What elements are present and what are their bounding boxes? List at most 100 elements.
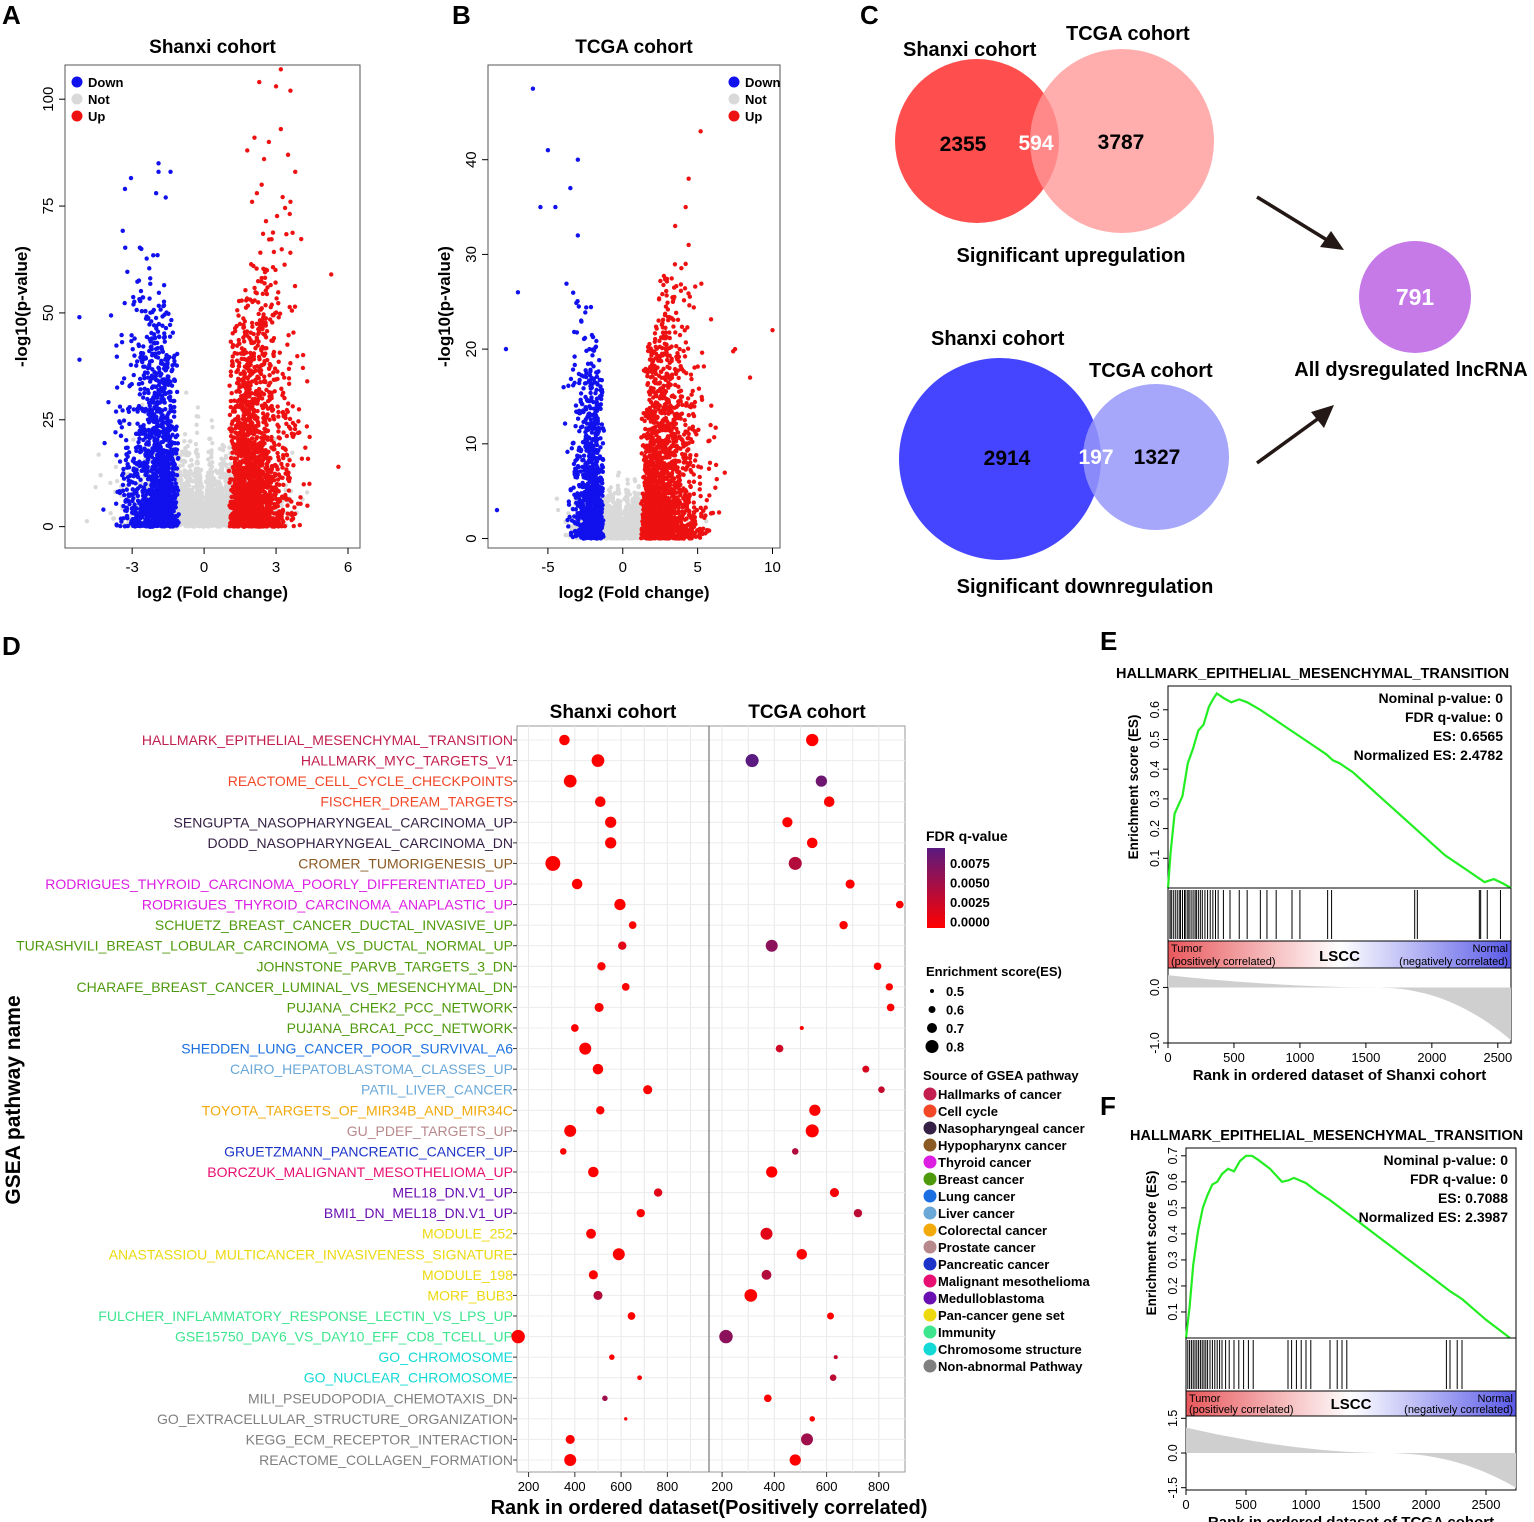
point-up bbox=[253, 368, 258, 373]
point-down bbox=[155, 378, 161, 383]
point-up bbox=[260, 231, 266, 237]
point-down bbox=[160, 349, 166, 355]
point-down bbox=[118, 433, 124, 439]
point-not bbox=[194, 478, 199, 484]
point-not bbox=[194, 422, 199, 428]
point-not bbox=[290, 450, 295, 455]
point-down bbox=[77, 357, 82, 362]
point-up bbox=[271, 377, 277, 383]
point-down bbox=[156, 365, 161, 370]
point-down bbox=[124, 508, 129, 514]
point-up bbox=[234, 369, 239, 375]
point-up bbox=[276, 300, 281, 306]
point-not bbox=[195, 460, 200, 466]
point-not bbox=[113, 464, 119, 470]
point-up bbox=[249, 320, 255, 326]
point-down bbox=[138, 298, 143, 304]
point-down bbox=[140, 408, 146, 413]
point-not bbox=[188, 503, 193, 508]
point-down bbox=[161, 299, 167, 304]
point-down bbox=[124, 487, 129, 492]
point-up bbox=[285, 503, 290, 508]
point-down bbox=[128, 479, 133, 484]
point-not bbox=[187, 463, 193, 469]
point-down bbox=[125, 475, 131, 480]
point-down bbox=[147, 364, 152, 370]
point-down bbox=[158, 502, 163, 507]
point-up bbox=[258, 307, 263, 312]
point-down bbox=[139, 448, 144, 454]
point-not bbox=[193, 522, 198, 527]
point-not bbox=[205, 477, 211, 483]
point-up bbox=[269, 434, 274, 440]
point-down bbox=[147, 474, 152, 479]
point-down bbox=[126, 465, 132, 470]
point-down bbox=[161, 378, 166, 383]
point-down bbox=[151, 499, 156, 504]
point-up bbox=[245, 303, 251, 308]
point-up bbox=[255, 278, 261, 284]
point-not bbox=[180, 449, 185, 454]
point-not bbox=[220, 522, 225, 528]
point-up bbox=[282, 262, 287, 267]
point-down bbox=[154, 470, 159, 475]
point-up bbox=[267, 317, 273, 322]
point-down bbox=[143, 453, 148, 458]
point-down bbox=[131, 496, 136, 501]
point-down bbox=[147, 403, 153, 409]
point-down bbox=[151, 323, 157, 328]
point-down bbox=[169, 368, 174, 374]
point-not bbox=[108, 480, 113, 486]
point-down bbox=[132, 460, 137, 465]
point-down bbox=[142, 390, 147, 396]
point-down bbox=[148, 453, 154, 459]
point-down bbox=[175, 351, 180, 357]
point-up bbox=[248, 450, 253, 455]
point-not bbox=[215, 489, 220, 494]
point-up bbox=[231, 489, 236, 495]
point-down bbox=[166, 470, 172, 476]
point-down bbox=[146, 420, 152, 425]
point-down bbox=[160, 323, 165, 328]
point-down bbox=[155, 445, 161, 451]
point-up bbox=[273, 280, 278, 285]
point-down bbox=[157, 334, 162, 340]
point-not bbox=[208, 467, 213, 472]
point-down bbox=[113, 430, 118, 435]
point-down bbox=[119, 425, 125, 430]
point-up bbox=[301, 482, 306, 487]
point-down bbox=[170, 507, 175, 512]
point-up bbox=[282, 205, 288, 211]
point-down bbox=[146, 448, 151, 453]
point-up bbox=[237, 384, 242, 390]
point-down bbox=[131, 294, 136, 300]
point-down bbox=[159, 408, 164, 413]
point-not bbox=[221, 444, 227, 449]
point-not bbox=[217, 470, 222, 476]
point-up bbox=[287, 457, 292, 463]
point-up bbox=[254, 290, 259, 296]
point-down bbox=[144, 256, 149, 261]
point-down bbox=[147, 322, 152, 327]
point-down bbox=[151, 425, 157, 431]
point-down bbox=[151, 399, 156, 404]
point-down bbox=[172, 466, 177, 471]
point-down bbox=[153, 494, 159, 499]
point-down bbox=[131, 523, 136, 529]
point-down bbox=[168, 419, 173, 424]
point-not bbox=[183, 469, 189, 474]
point-up bbox=[241, 339, 247, 344]
point-up bbox=[227, 383, 232, 388]
point-down bbox=[175, 441, 181, 446]
point-down bbox=[161, 459, 166, 464]
point-down bbox=[132, 471, 138, 476]
point-down bbox=[148, 409, 153, 415]
point-down bbox=[141, 485, 146, 490]
point-down bbox=[134, 363, 139, 368]
point-up bbox=[284, 231, 289, 237]
point-down bbox=[123, 499, 128, 504]
point-down bbox=[121, 471, 126, 476]
point-down bbox=[121, 492, 127, 498]
point-up bbox=[288, 250, 293, 255]
point-not bbox=[186, 487, 191, 493]
